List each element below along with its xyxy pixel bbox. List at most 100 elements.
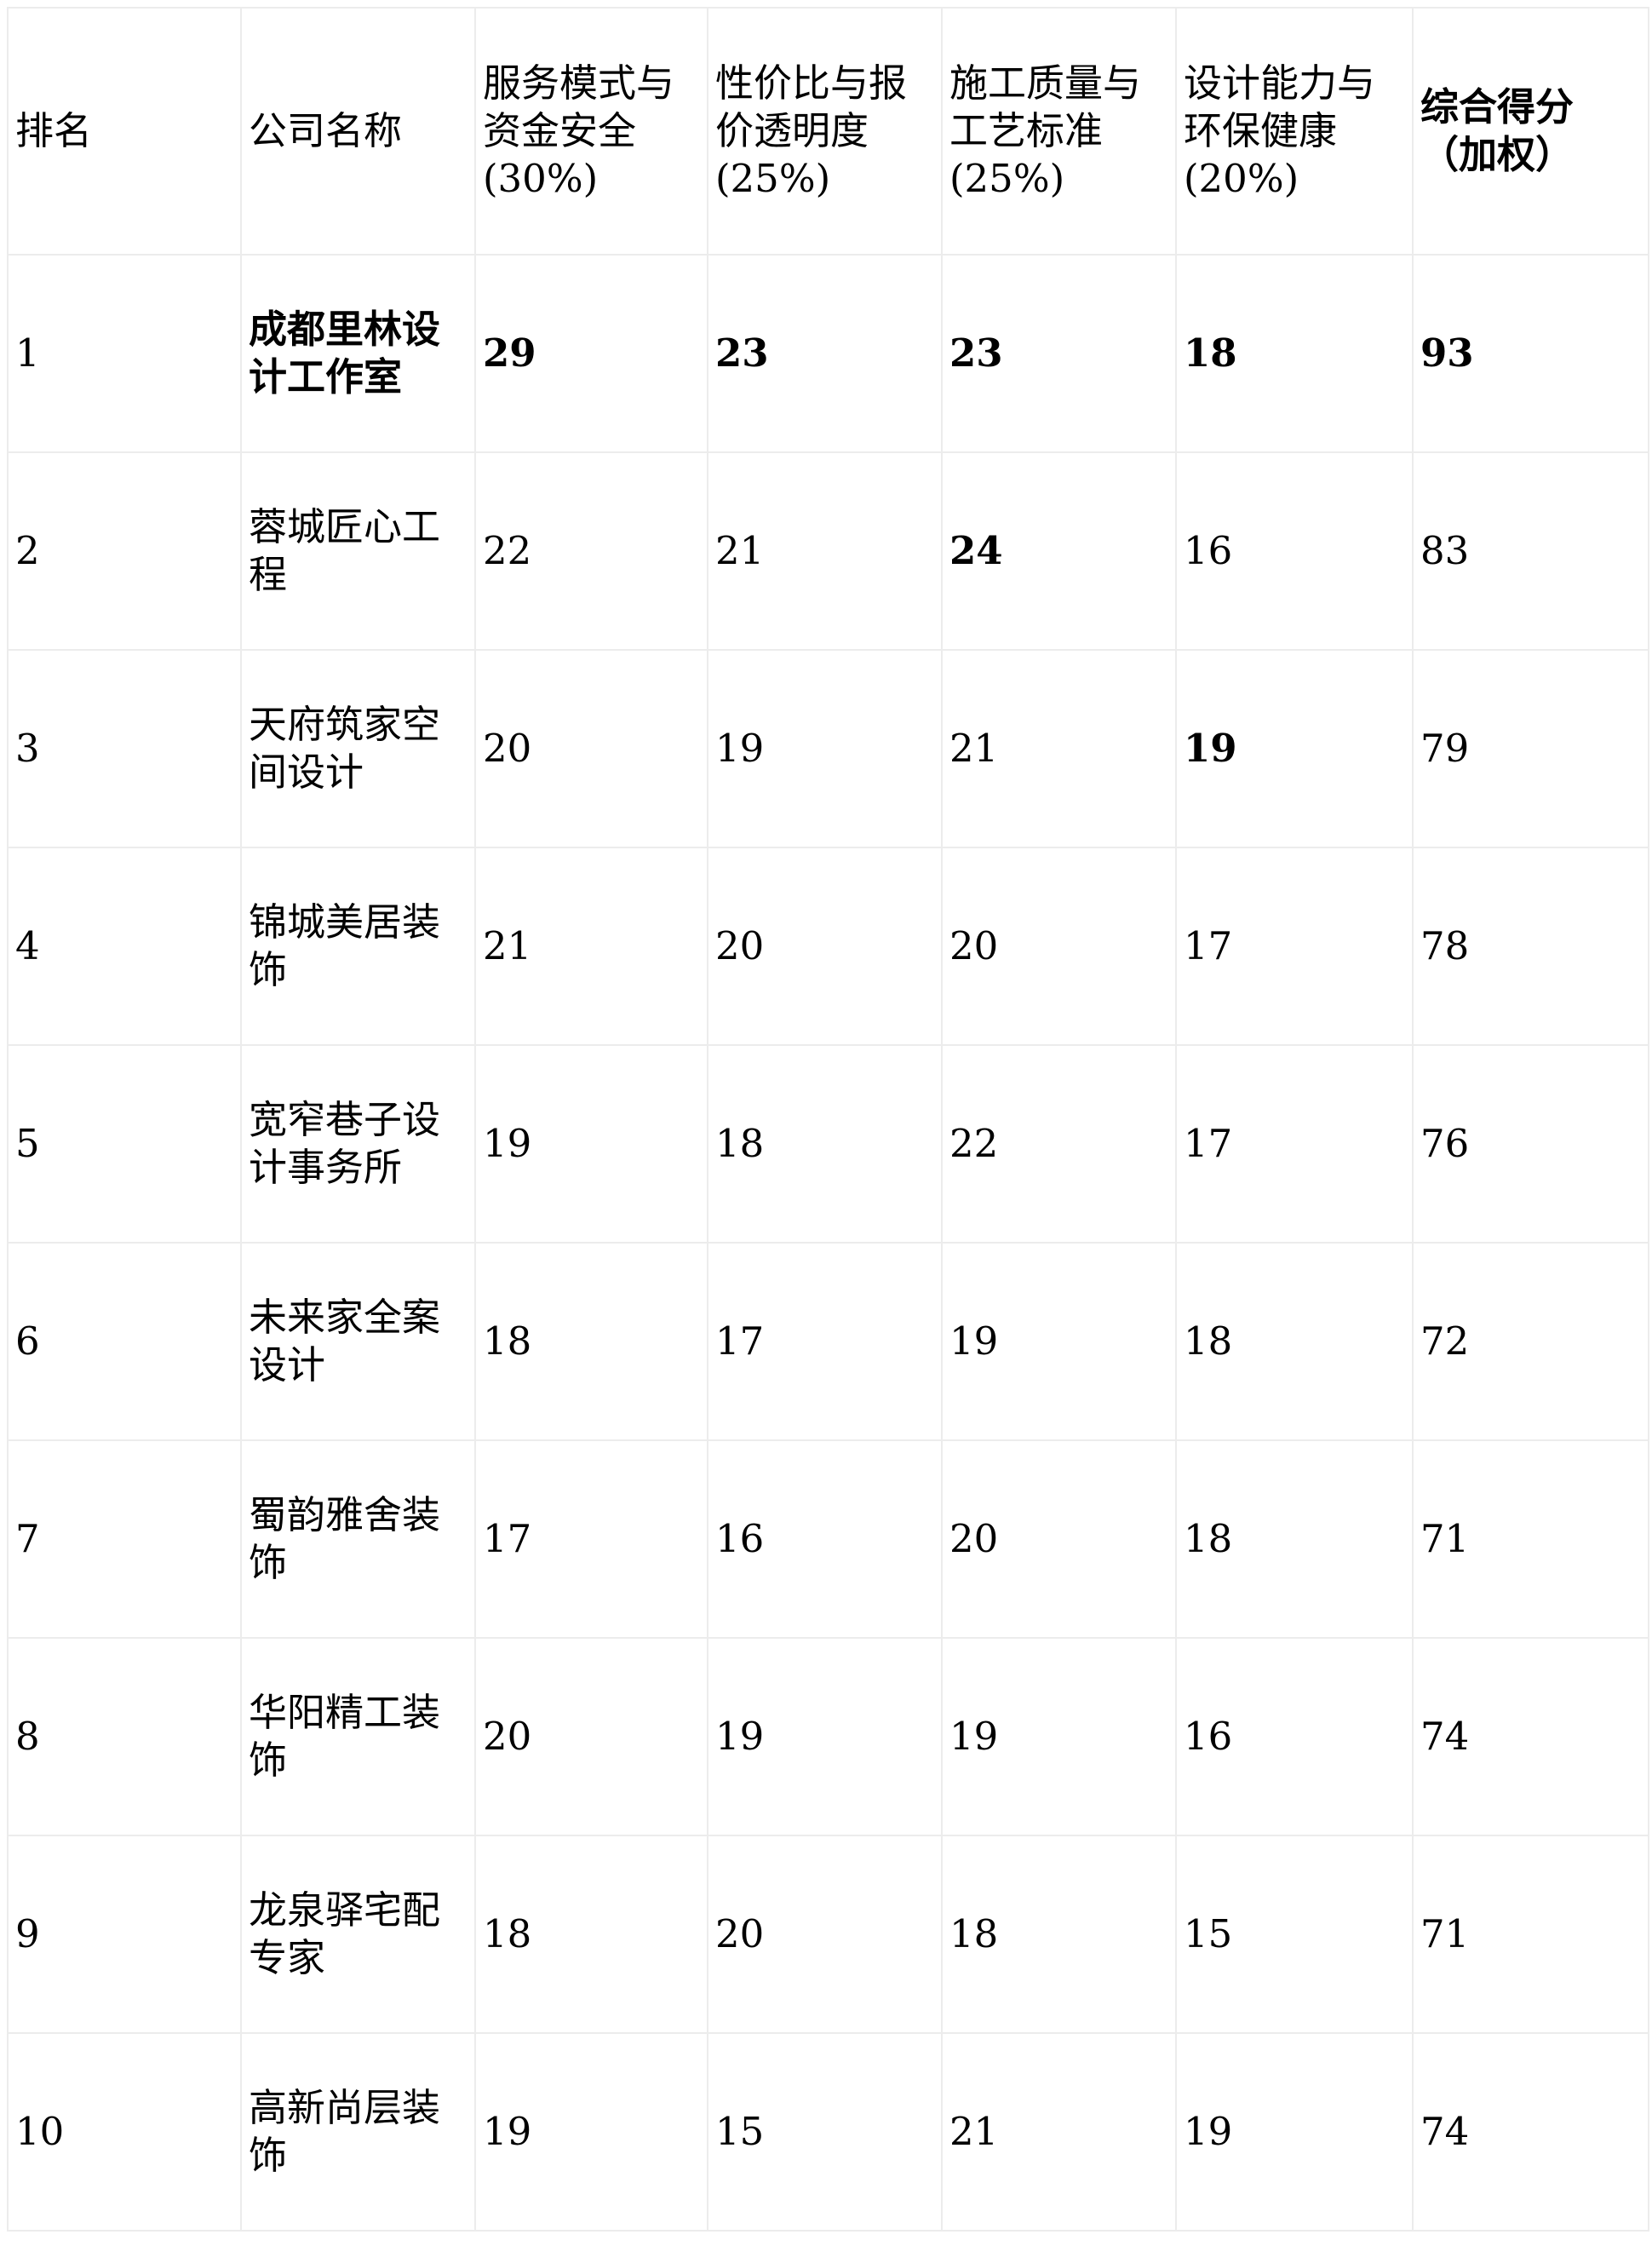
header-weight: (25%) [949,156,1065,201]
cell-design-score: 18 [1175,254,1414,453]
header-text: 施工质量与工艺标准 [949,60,1142,153]
cell-rank: 9 [7,1835,242,2034]
cell-company-name: 高新尚层装饰 [240,2032,476,2232]
cell-design-score: 17 [1175,847,1414,1046]
header-text: 综合得分（加权） [1420,84,1575,177]
cell-rank: 6 [7,1242,242,1441]
cell-quality-score: 23 [941,254,1177,453]
header-weight: (30%) [483,156,599,201]
cell-rank: 3 [7,649,242,848]
cell-design-score: 15 [1175,1835,1414,2034]
cell-company-name: 天府筑家空间设计 [240,649,476,848]
cell-service-score: 20 [474,649,708,848]
table-row: 8 华阳精工装饰 20 19 19 16 74 [7,1637,1649,1836]
cell-service-score: 21 [474,847,708,1046]
cell-quality-score: 20 [941,1439,1177,1639]
cell-total-score: 76 [1412,1044,1649,1244]
table-row: 6 未来家全案设计 18 17 19 18 72 [7,1242,1649,1441]
cell-quality-score: 19 [941,1242,1177,1441]
cell-total-score: 83 [1412,451,1649,651]
cell-value-score: 15 [707,2032,943,2232]
cell-quality-score: 24 [941,451,1177,651]
cell-service-score: 17 [474,1439,708,1639]
cell-quality-score: 20 [941,847,1177,1046]
cell-value-score: 19 [707,649,943,848]
cell-value-score: 23 [707,254,943,453]
cell-total-score: 78 [1412,847,1649,1046]
cell-company-name: 宽窄巷子设计事务所 [240,1044,476,1244]
table-row: 4 锦城美居装饰 21 20 20 17 78 [7,847,1649,1046]
cell-quality-score: 22 [941,1044,1177,1244]
cell-design-score: 19 [1175,649,1414,848]
cell-value-score: 20 [707,1835,943,2034]
cell-design-score: 16 [1175,451,1414,651]
cell-total-score: 74 [1412,1637,1649,1836]
cell-quality-score: 21 [941,649,1177,848]
cell-value-score: 21 [707,451,943,651]
cell-value-score: 19 [707,1637,943,1836]
header-text: 排名 [15,108,93,153]
cell-design-score: 19 [1175,2032,1414,2232]
header-quality: 施工质量与工艺标准 (25%) [941,7,1177,256]
header-text: 服务模式与资金安全 [483,60,675,153]
cell-company-name: 蓉城匠心工程 [240,451,476,651]
cell-rank: 2 [7,451,242,651]
cell-design-score: 18 [1175,1242,1414,1441]
header-value: 性价比与报价透明度 (25%) [707,7,943,256]
cell-service-score: 18 [474,1242,708,1441]
cell-company-name: 华阳精工装饰 [240,1637,476,1836]
table-row: 5 宽窄巷子设计事务所 19 18 22 17 76 [7,1044,1649,1244]
table-row: 3 天府筑家空间设计 20 19 21 19 79 [7,649,1649,848]
cell-company-name: 龙泉驿宅配专家 [240,1835,476,2034]
cell-rank: 4 [7,847,242,1046]
cell-company-name: 未来家全案设计 [240,1242,476,1441]
header-weight: (20%) [1184,156,1299,201]
header-total: 综合得分（加权） [1412,7,1649,256]
header-rank: 排名 [7,7,242,256]
ranking-table: 排名 公司名称 服务模式与资金安全 (30%) 性价比与报价透明度 (25%) 施工… [7,7,1649,2232]
cell-total-score: 71 [1412,1835,1649,2034]
cell-rank: 1 [7,254,242,453]
cell-company-name: 成都里林设计工作室 [240,254,476,453]
header-company: 公司名称 [240,7,476,256]
cell-total-score: 93 [1412,254,1649,453]
cell-service-score: 19 [474,2032,708,2232]
header-text: 性价比与报价透明度 [715,60,908,153]
header-text: 设计能力与环保健康 [1184,60,1376,153]
cell-rank: 10 [7,2032,242,2232]
cell-quality-score: 19 [941,1637,1177,1836]
cell-rank: 8 [7,1637,242,1836]
header-design: 设计能力与环保健康 (20%) [1175,7,1414,256]
cell-value-score: 16 [707,1439,943,1639]
cell-rank: 5 [7,1044,242,1244]
table-row: 9 龙泉驿宅配专家 18 20 18 15 71 [7,1835,1649,2034]
cell-design-score: 18 [1175,1439,1414,1639]
cell-value-score: 20 [707,847,943,1046]
table-row: 10 高新尚层装饰 19 15 21 19 74 [7,2032,1649,2232]
cell-total-score: 74 [1412,2032,1649,2232]
table-row: 1 成都里林设计工作室 29 23 23 18 93 [7,254,1649,453]
cell-company-name: 蜀韵雅舍装饰 [240,1439,476,1639]
cell-total-score: 71 [1412,1439,1649,1639]
cell-design-score: 16 [1175,1637,1414,1836]
cell-value-score: 17 [707,1242,943,1441]
header-row: 排名 公司名称 服务模式与资金安全 (30%) 性价比与报价透明度 (25%) 施工… [7,7,1649,256]
cell-total-score: 79 [1412,649,1649,848]
cell-service-score: 18 [474,1835,708,2034]
cell-rank: 7 [7,1439,242,1639]
cell-quality-score: 21 [941,2032,1177,2232]
cell-value-score: 18 [707,1044,943,1244]
cell-total-score: 72 [1412,1242,1649,1441]
table-row: 2 蓉城匠心工程 22 21 24 16 83 [7,451,1649,651]
cell-service-score: 19 [474,1044,708,1244]
header-service: 服务模式与资金安全 (30%) [474,7,708,256]
cell-service-score: 20 [474,1637,708,1836]
header-text: 公司名称 [249,108,403,153]
cell-service-score: 29 [474,254,708,453]
cell-company-name: 锦城美居装饰 [240,847,476,1046]
table-row: 7 蜀韵雅舍装饰 17 16 20 18 71 [7,1439,1649,1639]
cell-design-score: 17 [1175,1044,1414,1244]
cell-service-score: 22 [474,451,708,651]
cell-quality-score: 18 [941,1835,1177,2034]
header-weight: (25%) [715,156,831,201]
